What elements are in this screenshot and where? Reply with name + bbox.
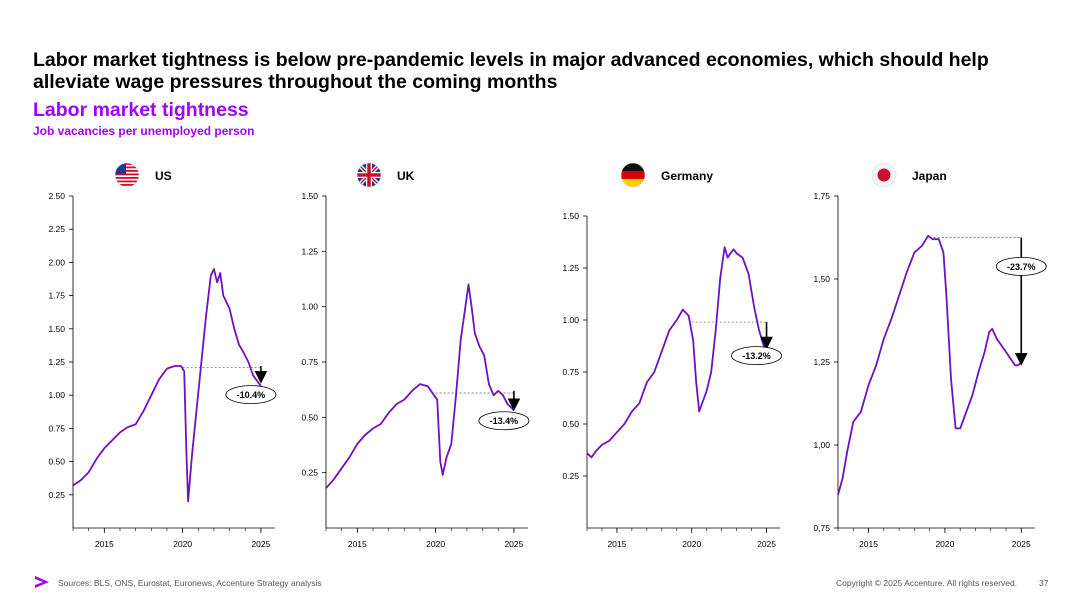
y-tick-label: 2.25 (48, 224, 65, 234)
y-tick-label: 1.25 (301, 246, 318, 256)
change-label: -13.2% (742, 351, 771, 361)
headline: Labor market tightness is below pre-pand… (33, 49, 989, 93)
y-tick-label: 1.00 (301, 302, 318, 312)
x-tick-label: 2015 (859, 539, 878, 549)
chart-japan: Japan 0,75 1,00 1,25 1,50 1,75 2015 2020 2025 -23… (813, 162, 1047, 549)
y-tick-label: 1,00 (813, 440, 830, 450)
y-tick-label: 2.50 (48, 191, 65, 201)
us-flag-icon (114, 162, 140, 188)
page-number: 37 (1039, 578, 1049, 588)
y-tick-label: 1.25 (48, 357, 65, 367)
y-tick-label: 0.25 (562, 471, 579, 481)
country-label: US (155, 169, 172, 183)
flag-border (114, 162, 140, 188)
japan-flag-disc (877, 168, 891, 182)
germany-flag-red (621, 171, 645, 179)
y-tick-label: 0.50 (48, 457, 65, 467)
change-label-bubble (478, 411, 530, 431)
us-flag-stripe (115, 180, 139, 183)
change-label: -13.4% (490, 416, 519, 426)
y-tick-label: 0.50 (562, 419, 579, 429)
us-flag-stripe (115, 163, 139, 165)
country-label: Germany (661, 169, 713, 183)
y-tick-label: 0.75 (48, 423, 65, 433)
y-tick-label: 0,75 (813, 523, 830, 533)
change-label-bubble (225, 385, 277, 405)
x-tick-label: 2020 (682, 539, 701, 549)
flag-body (621, 163, 645, 187)
chart-uk: UK 0.25 0.50 0.75 1.00 1.25 1.50 2015 2020 2025 -1… (301, 162, 530, 549)
y-tick-label: 1.50 (48, 324, 65, 334)
flag-body (357, 163, 381, 187)
copyright-notice: Copyright © 2025 Accenture. All rights r… (836, 578, 1018, 588)
country-label: UK (397, 169, 415, 183)
accenture-logo-icon (35, 576, 49, 588)
us-flag-stripe (115, 177, 139, 179)
x-tick-label: 2025 (1012, 539, 1031, 549)
x-tick-label: 2020 (426, 539, 445, 549)
y-tick-label: 0.50 (301, 412, 318, 422)
sources-footnote: Sources: BLS, ONS, Eurostat, Euronews, A… (58, 578, 322, 588)
x-tick-label: 2020 (935, 539, 954, 549)
x-tick-label: 2025 (757, 539, 776, 549)
y-tick-label: 1,25 (813, 357, 830, 367)
us-flag-stripe (115, 170, 139, 172)
germany-flag-gold (621, 179, 645, 187)
series-line (72, 268, 262, 503)
change-label-bubble (731, 346, 782, 366)
uk-flag-icon (356, 162, 382, 188)
y-tick-label: 1.50 (301, 191, 318, 201)
y-tick-label: 1,75 (813, 191, 830, 201)
germany-flag-icon (620, 162, 646, 188)
x-tick-label: 2020 (173, 539, 192, 549)
change-label-bubble (995, 257, 1047, 276)
uk-flag-cross-red (357, 163, 381, 187)
y-tick-label: 1.50 (562, 211, 579, 221)
y-tick-label: 1.00 (562, 315, 579, 325)
y-tick-label: 0.25 (301, 468, 318, 478)
flag-border (620, 162, 646, 188)
y-tick-label: 1.25 (562, 263, 579, 273)
y-tick-label: 2.00 (48, 257, 65, 267)
flag-body (115, 163, 139, 186)
change-label: -23.7% (1007, 262, 1036, 272)
japan-flag-icon (871, 162, 897, 188)
flag-border (871, 162, 897, 188)
us-flag-stripe (115, 166, 139, 169)
change-label: -10.4% (237, 390, 266, 400)
us-flag-stripe (115, 184, 139, 186)
flag-border (356, 162, 382, 188)
series-line (586, 246, 768, 459)
y-tick-label: 1.00 (48, 390, 65, 400)
y-tick-label: 0.75 (301, 357, 318, 367)
chart-us: US 0.25 0.50 0.75 1.00 1.25 1.50 1.75 2.00 2.25 2.… (48, 162, 277, 549)
series-line (837, 234, 1022, 496)
chart-description: Job vacancies per unemployed person (33, 124, 255, 138)
x-tick-label: 2025 (504, 539, 523, 549)
us-flag-canton (115, 163, 126, 174)
x-tick-label: 2025 (251, 539, 270, 549)
y-tick-label: 1.75 (48, 291, 65, 301)
y-tick-label: 0.25 (48, 490, 65, 500)
y-tick-label: 1,50 (813, 274, 830, 284)
chart-germany: Germany 0.25 0.50 0.75 1.00 1.25 1.50 2015 2020 2… (562, 162, 782, 549)
x-tick-label: 2015 (607, 539, 626, 549)
y-tick-label: 0.75 (562, 367, 579, 377)
x-tick-label: 2015 (95, 539, 114, 549)
country-label: Japan (912, 169, 947, 183)
chart-subtitle: Labor market tightness (33, 99, 249, 121)
series-line (325, 283, 515, 489)
x-tick-label: 2015 (348, 539, 367, 549)
us-flag-stripe (115, 173, 139, 176)
germany-flag-black (621, 163, 645, 171)
flag-body (872, 163, 896, 187)
